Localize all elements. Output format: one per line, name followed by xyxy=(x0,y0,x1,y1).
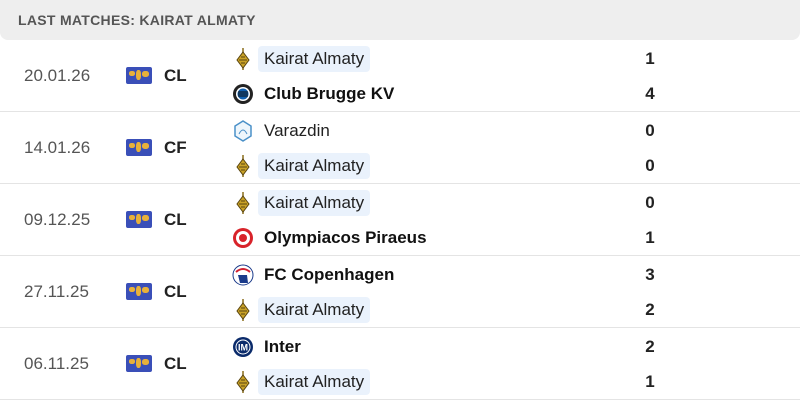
match-row[interactable]: 09.12.25 CL Kairat Almaty 0 Olympiacos Pira… xyxy=(0,184,800,256)
kairat-logo-icon xyxy=(232,48,254,70)
score-home: 0 xyxy=(645,193,655,212)
match-row[interactable]: 20.01.26 CL Kairat Almaty 1 Club Brugge KV 4 xyxy=(0,40,800,112)
team-name: Club Brugge KV xyxy=(264,84,395,103)
match-row[interactable]: 27.11.25 CL FC Copenhagen 3 Kairat Almaty 2 xyxy=(0,256,800,328)
match-date: 27.11.25 xyxy=(24,282,89,301)
copenhagen-logo-icon xyxy=(232,264,254,286)
team-home[interactable]: Varazdin xyxy=(232,116,336,146)
team-home[interactable]: Kairat Almaty xyxy=(232,44,371,74)
match-row[interactable]: 14.01.26 CF Varazdin 0 Kairat Almaty 0 xyxy=(0,112,800,184)
team-name: Kairat Almaty xyxy=(258,297,371,323)
team-home[interactable]: FC Copenhagen xyxy=(232,260,400,290)
match-list: 20.01.26 CL Kairat Almaty 1 Club Brugge KV 4… xyxy=(0,40,800,400)
score-away: 0 xyxy=(645,156,655,175)
section-title: LAST MATCHES: KAIRAT ALMATY xyxy=(18,12,256,28)
inter-logo-icon: IM xyxy=(232,336,254,358)
club-brugge-logo-icon xyxy=(232,83,254,105)
svg-text:IM: IM xyxy=(238,343,248,353)
score-home: 2 xyxy=(645,337,655,356)
score-away: 2 xyxy=(645,300,655,319)
team-name: Kairat Almaty xyxy=(258,153,371,179)
team-name: Inter xyxy=(264,337,301,356)
match-date: 09.12.25 xyxy=(24,210,91,229)
team-name: Olympiacos Piraeus xyxy=(264,228,427,247)
match-date: 20.01.26 xyxy=(24,66,91,85)
competition: CF xyxy=(164,138,187,157)
match-date: 14.01.26 xyxy=(24,138,91,157)
competition: CL xyxy=(164,282,187,301)
kairat-logo-icon xyxy=(232,299,254,321)
score-away: 4 xyxy=(645,84,655,103)
score-home: 0 xyxy=(645,121,655,140)
olympiacos-logo-icon xyxy=(232,227,254,249)
team-home[interactable]: Kairat Almaty xyxy=(232,188,371,218)
match-date: 06.11.25 xyxy=(24,354,89,373)
team-away[interactable]: Kairat Almaty xyxy=(232,367,371,397)
world-flag-icon xyxy=(126,67,152,84)
kairat-logo-icon xyxy=(232,192,254,214)
competition: CL xyxy=(164,66,187,85)
world-flag-icon xyxy=(126,211,152,228)
competition: CL xyxy=(164,210,187,229)
team-name: Kairat Almaty xyxy=(258,369,371,395)
section-header: LAST MATCHES: KAIRAT ALMATY xyxy=(0,0,800,40)
team-away[interactable]: Club Brugge KV xyxy=(232,79,400,109)
team-home[interactable]: IM Inter xyxy=(232,332,307,362)
team-away[interactable]: Kairat Almaty xyxy=(232,295,371,325)
team-away[interactable]: Olympiacos Piraeus xyxy=(232,223,433,253)
world-flag-icon xyxy=(126,283,152,300)
team-name: Varazdin xyxy=(264,121,330,140)
kairat-logo-icon xyxy=(232,371,254,393)
score-home: 1 xyxy=(645,49,655,68)
match-row[interactable]: 06.11.25 CL IM Inter 2 Kairat Almaty 1 xyxy=(0,328,800,400)
varazdin-logo-icon xyxy=(232,120,254,142)
world-flag-icon xyxy=(126,139,152,156)
kairat-logo-icon xyxy=(232,155,254,177)
team-away[interactable]: Kairat Almaty xyxy=(232,151,371,181)
score-away: 1 xyxy=(645,228,655,247)
competition: CL xyxy=(164,354,187,373)
team-name: Kairat Almaty xyxy=(258,190,371,216)
score-home: 3 xyxy=(645,265,655,284)
score-away: 1 xyxy=(645,372,655,391)
team-name: Kairat Almaty xyxy=(258,46,371,72)
team-name: FC Copenhagen xyxy=(264,265,395,284)
world-flag-icon xyxy=(126,355,152,372)
